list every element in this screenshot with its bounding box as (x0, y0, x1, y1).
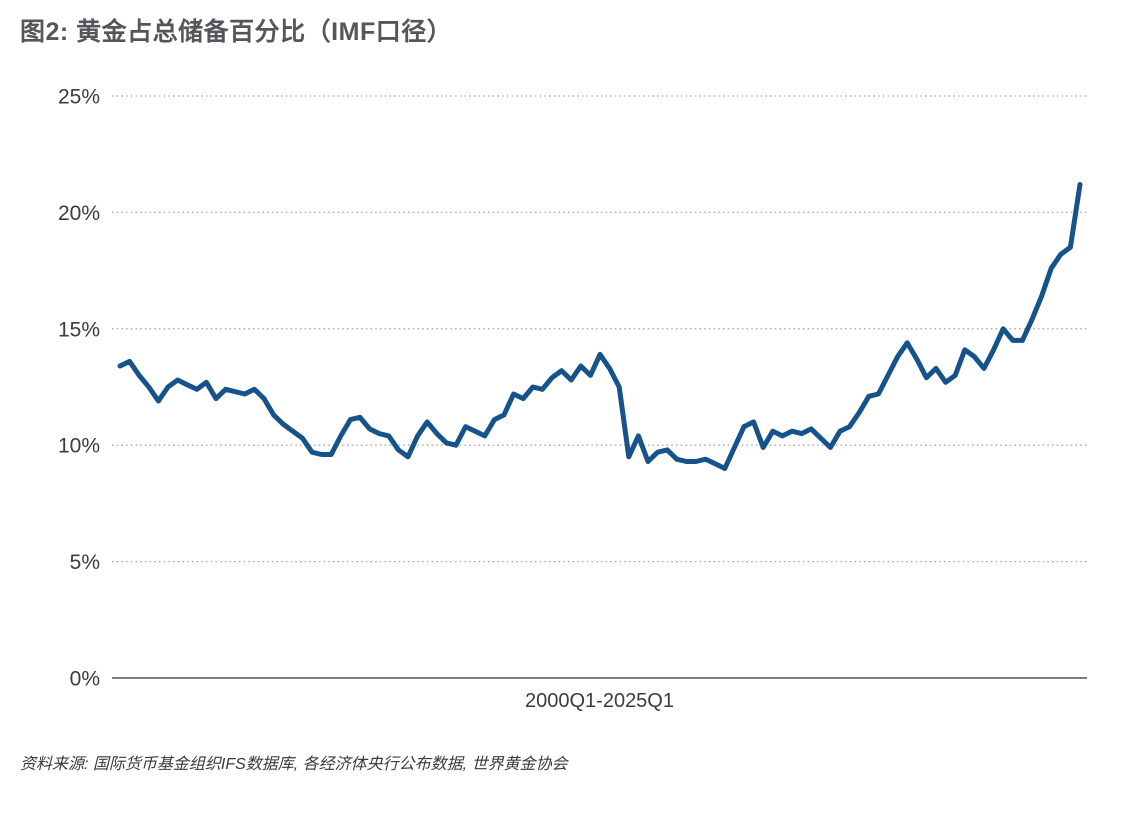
y-tick-label: 0% (70, 668, 100, 691)
y-tick-label: 10% (58, 435, 100, 458)
chart-title: 图2: 黄金占总储备百分比（IMF口径） (20, 18, 453, 46)
x-axis-label: 2000Q1-2025Q1 (524, 690, 674, 712)
source-note: 资料来源: 国际货币基金组织IFS数据库, 各经济体央行公布数据, 世界黄金协会 (20, 756, 568, 773)
y-tick-label: 20% (58, 202, 100, 225)
y-tick-label: 5% (70, 551, 100, 574)
y-tick-label: 25% (58, 86, 100, 109)
y-tick-label: 15% (58, 318, 100, 341)
gold-share-line (117, 182, 1083, 471)
